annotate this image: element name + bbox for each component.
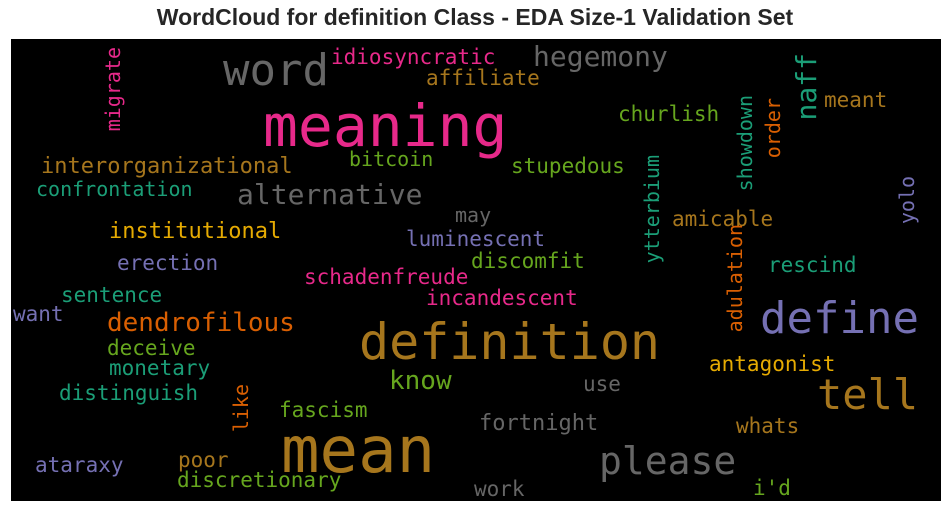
word-meaning: meaning [263,92,508,160]
word-word: word [223,45,329,96]
word-please: please [599,439,737,483]
word-meant: meant [824,88,888,112]
word-schadenfreude: schadenfreude [304,265,469,289]
chart-title: WordCloud for definition Class - EDA Siz… [156,4,794,30]
word-migrate: migrate [101,47,125,132]
wordcloud-canvas: meaning mean definition word define tell pleas… [11,39,941,501]
word-naff: naff [790,53,823,121]
word-churlish: churlish [618,102,720,126]
word-mean: mean [281,414,436,488]
word-define: define [760,293,919,344]
word-sentence: sentence [61,283,163,307]
word-fortnight: fortnight [479,411,599,436]
word-work: work [474,477,525,501]
word-like: like [229,384,253,433]
word-use: use [583,372,621,396]
word-distinguish: distinguish [59,381,199,405]
word-know: know [389,366,452,396]
word-ataraxy: ataraxy [35,453,124,477]
word-adulation: adulation [723,224,747,333]
word-monetary: monetary [109,356,211,380]
word-deceive: deceive [107,336,196,360]
word-confrontation: confrontation [36,177,193,201]
word-poor: poor [178,448,229,472]
word-idiosyncratic: idiosyncratic [331,45,496,69]
word-tell: tell [817,370,919,419]
word-alternative: alternative [237,178,423,211]
word-affiliate: affiliate [426,66,540,90]
word-definition: definition [359,313,661,371]
word-whats: whats [736,414,800,438]
word-amicable: amicable [672,207,774,231]
word-erection: erection [117,251,219,275]
word-institutional: institutional [109,219,282,244]
word-ytterbium: ytterbium [640,155,664,264]
word-antagonist: antagonist [709,352,836,376]
word-discomfit: discomfit [471,249,585,273]
word-luminescent: luminescent [406,227,546,251]
word-dendrofilous: dendrofilous [107,308,295,338]
word-showdown: showdown [733,95,757,192]
word-order: order [761,98,785,159]
word-fascism: fascism [279,398,368,422]
word-want: want [13,302,64,326]
word-yolo: yolo [895,176,919,225]
word-may: may [455,203,492,227]
word-stupedous: stupedous [511,154,625,178]
word-rescind: rescind [768,253,857,277]
word-incandescent: incandescent [426,286,578,310]
word-interorganizational: interorganizational [41,154,293,179]
word-discretionary: discretionary [177,468,342,492]
word-hegemony: hegemony [533,40,668,73]
word-i-d: i'd [753,476,791,500]
word-bitcoin: bitcoin [349,147,434,171]
